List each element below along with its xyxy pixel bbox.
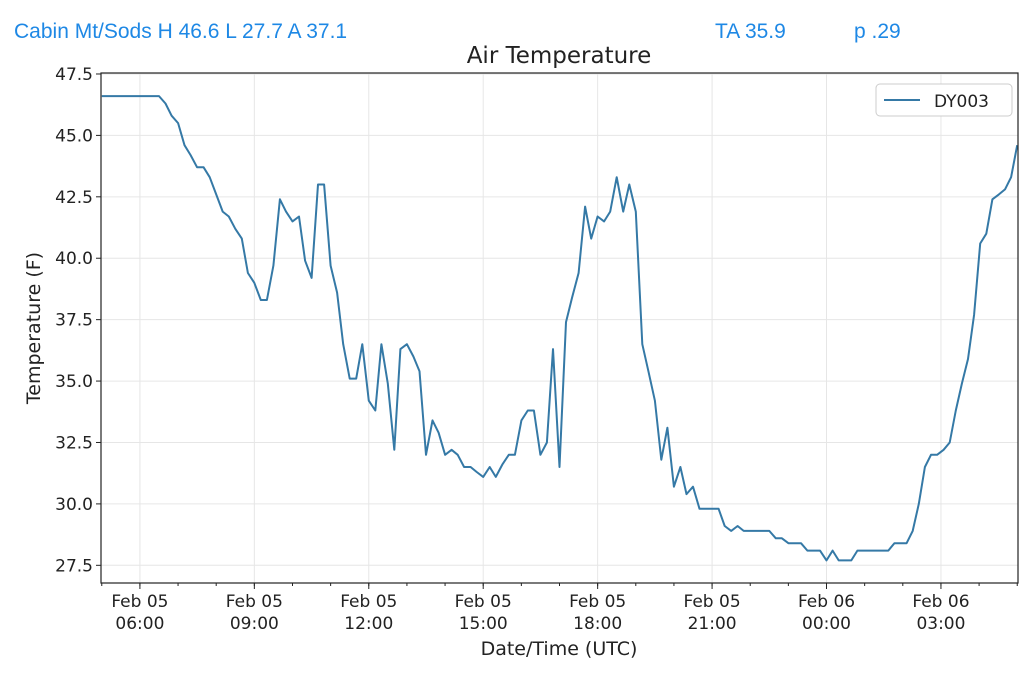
x-tick-label-time: 21:00	[688, 614, 737, 634]
legend: DY003	[875, 83, 1013, 117]
legend-label: DY003	[934, 92, 989, 112]
legend-box	[875, 83, 1013, 117]
y-axis-label: Temperature (F)	[23, 252, 45, 405]
y-tick-label: 30.0	[55, 495, 93, 515]
x-tick-label-time: 06:00	[115, 614, 164, 634]
grid	[101, 73, 1018, 583]
x-tick-label-date: Feb 05	[226, 592, 283, 612]
y-tick-label: 32.5	[55, 433, 93, 453]
x-tick-label-date: Feb 05	[684, 592, 741, 612]
x-tick-label-time: 18:00	[573, 614, 622, 634]
y-tick-label: 35.0	[55, 372, 93, 392]
precip-readout: p .29	[854, 20, 901, 43]
y-tick-label: 45.0	[55, 126, 93, 146]
x-tick-label-date: Feb 05	[455, 592, 512, 612]
x-tick-label-date: Feb 05	[569, 592, 626, 612]
chart-title: Air Temperature	[467, 43, 652, 69]
x-tick-label-time: 00:00	[802, 614, 851, 634]
x-tick-label-time: 03:00	[916, 614, 965, 634]
y-tick-label: 47.5	[55, 65, 93, 85]
ta-readout: TA 35.9	[715, 20, 786, 43]
y-tick-label: 42.5	[55, 188, 93, 208]
y-tick-label: 40.0	[55, 249, 93, 269]
x-tick-label-date: Feb 05	[111, 592, 168, 612]
station-summary: Cabin Mt/Sods H 46.6 L 27.7 A 37.1	[14, 20, 348, 43]
x-tick-label-date: Feb 06	[912, 592, 969, 612]
y-tick-label: 27.5	[55, 556, 93, 576]
series-line-dy003	[101, 95, 1019, 562]
x-tick-label-date: Feb 06	[798, 592, 855, 612]
x-tick-label-time: 09:00	[230, 614, 279, 634]
plot-frame	[100, 72, 1019, 584]
x-tick-label-time: 12:00	[344, 614, 393, 634]
axis-ticks: 27.5 30.0 32.5 35.0 37.5 40.0 42.5 45.0 47.5 Feb …	[55, 65, 1018, 634]
y-tick-label: 37.5	[55, 311, 93, 331]
x-tick-label-date: Feb 05	[340, 592, 397, 612]
x-axis-label: Date/Time (UTC)	[481, 638, 638, 660]
x-tick-label-time: 15:00	[459, 614, 508, 634]
